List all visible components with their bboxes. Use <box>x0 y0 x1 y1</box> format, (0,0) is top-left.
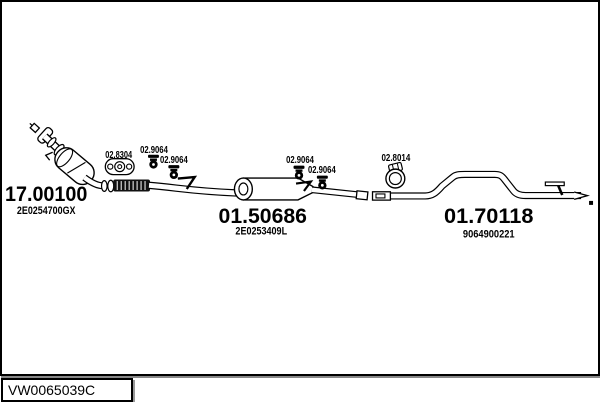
tailpipe-tip <box>573 191 590 201</box>
oe-ref-tailpipe: 9064900221 <box>463 229 515 241</box>
hanger-pin-1 <box>148 154 159 169</box>
label-hanger-2: 02.9064 <box>160 155 188 166</box>
oe-ref-catalyst: 2E0254700GX <box>17 205 76 217</box>
label-hanger-1: 02.9064 <box>140 145 168 156</box>
label-hanger-3: 02.9064 <box>286 155 314 166</box>
hanger-rod-1 <box>177 175 198 190</box>
oe-ref-silencer: 2E0253409L <box>235 226 287 238</box>
tip-mark <box>589 200 594 205</box>
silencer-outlet-pipe <box>311 186 369 201</box>
label-clamp: 02.8014 <box>381 153 410 164</box>
rubber-mount-drawing <box>104 158 135 176</box>
part-number-catalyst: 17.00100 <box>5 183 87 206</box>
clamp-drawing <box>385 161 406 189</box>
hanger-pin-2 <box>168 165 180 180</box>
tailpipe-hanger-bracket <box>544 181 565 187</box>
hanger-pin-4 <box>316 175 328 190</box>
label-hanger-4: 02.9064 <box>308 165 336 176</box>
front-flange <box>29 122 54 144</box>
part-number-silencer: 01.50686 <box>219 205 307 228</box>
drawing-code-box: VW0065039C <box>1 378 133 402</box>
exhaust-diagram: 02.8304 02.9064 02.9064 02.9064 02.9064 … <box>5 122 594 241</box>
tail-pipe <box>371 170 594 205</box>
hanger-pin-3 <box>293 165 305 180</box>
hanger-rod-2 <box>295 180 314 192</box>
centre-silencer <box>233 177 314 201</box>
label-mount: 02.8304 <box>105 150 132 161</box>
flex-pipe <box>100 179 151 193</box>
diagram-frame: 02.8304 02.9064 02.9064 02.9064 02.9064 … <box>0 0 600 376</box>
drawing-code: VW0065039C <box>8 382 96 398</box>
connecting-pipe <box>148 181 237 197</box>
part-number-tailpipe: 01.70118 <box>444 205 533 228</box>
